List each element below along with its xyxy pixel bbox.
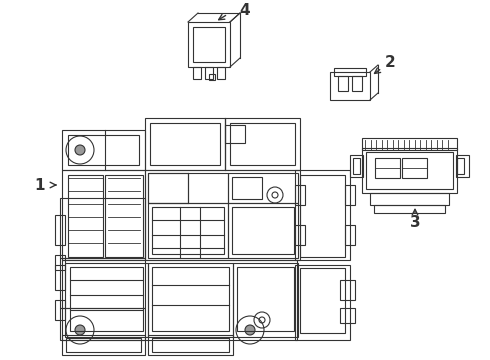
Bar: [457, 158, 464, 174]
Text: 4: 4: [240, 3, 250, 18]
Text: 3: 3: [410, 215, 420, 230]
Bar: [225, 118, 300, 170]
Bar: [345, 185, 355, 205]
Circle shape: [245, 325, 255, 335]
Bar: [145, 170, 300, 260]
Bar: [338, 76, 348, 91]
Bar: [145, 118, 225, 170]
Bar: [55, 300, 65, 320]
Bar: [362, 138, 457, 150]
Bar: [148, 335, 233, 355]
Bar: [233, 263, 298, 337]
Bar: [152, 338, 229, 352]
Bar: [228, 173, 298, 203]
Bar: [62, 335, 145, 355]
Bar: [374, 205, 445, 213]
Bar: [295, 170, 350, 260]
Bar: [148, 173, 188, 203]
Bar: [60, 258, 145, 308]
Bar: [193, 67, 201, 79]
Bar: [230, 123, 295, 165]
Bar: [55, 265, 65, 290]
Bar: [55, 215, 65, 245]
Bar: [300, 268, 345, 333]
Bar: [295, 185, 305, 205]
Bar: [334, 68, 366, 76]
Bar: [237, 267, 294, 331]
Bar: [68, 135, 139, 165]
Bar: [188, 22, 230, 67]
Bar: [150, 123, 220, 165]
Bar: [209, 74, 215, 80]
Bar: [105, 175, 143, 257]
Circle shape: [75, 325, 85, 335]
Bar: [456, 155, 469, 177]
Bar: [70, 267, 143, 331]
Bar: [232, 177, 262, 199]
Bar: [205, 67, 213, 79]
Bar: [193, 27, 225, 62]
Bar: [362, 148, 457, 193]
Bar: [352, 76, 362, 91]
Text: 2: 2: [385, 54, 395, 69]
Bar: [340, 308, 355, 323]
Bar: [300, 175, 345, 257]
Bar: [295, 225, 305, 245]
Bar: [55, 255, 65, 270]
Bar: [340, 280, 355, 300]
Bar: [345, 225, 355, 245]
Bar: [225, 125, 245, 143]
Bar: [148, 203, 228, 258]
Bar: [232, 207, 294, 254]
Bar: [60, 308, 145, 340]
Bar: [62, 130, 145, 170]
Bar: [60, 198, 145, 258]
Bar: [370, 193, 449, 205]
Bar: [148, 263, 233, 337]
Bar: [350, 155, 363, 177]
Bar: [402, 158, 427, 178]
Bar: [353, 158, 360, 174]
Bar: [217, 67, 225, 79]
Circle shape: [75, 145, 85, 155]
Bar: [68, 175, 103, 257]
Bar: [66, 338, 141, 352]
Bar: [295, 265, 350, 340]
Bar: [62, 170, 145, 260]
Bar: [228, 203, 298, 258]
Bar: [366, 152, 453, 189]
Bar: [152, 207, 224, 254]
Bar: [375, 158, 400, 178]
Bar: [62, 260, 297, 340]
Bar: [65, 263, 148, 337]
Bar: [330, 72, 370, 100]
Bar: [148, 173, 228, 203]
Text: 1: 1: [35, 177, 45, 193]
Bar: [152, 267, 229, 331]
